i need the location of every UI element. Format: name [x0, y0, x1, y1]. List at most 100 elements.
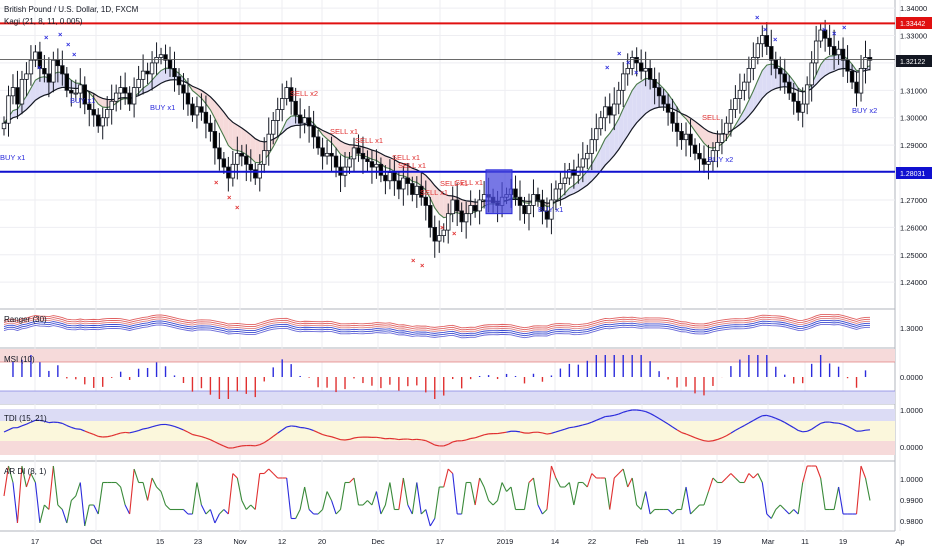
candle-body	[293, 100, 298, 116]
tdi-line-segment	[528, 431, 534, 434]
ardi-line-segment	[39, 504, 45, 524]
ribbon-segment	[241, 127, 247, 155]
ribbon-segment	[345, 143, 350, 158]
tdi-line-segment	[627, 409, 633, 412]
ardi-line-segment	[335, 509, 341, 515]
ardi-line-segment	[142, 482, 149, 501]
ardi-line-segment	[380, 504, 386, 515]
ribbon-segment	[205, 93, 211, 110]
ardi-line-segment	[165, 504, 171, 510]
candle-body	[652, 78, 657, 88]
y-tick-label: 1.29000	[900, 141, 927, 150]
ardi-line-segment	[550, 465, 557, 479]
candle-body	[804, 84, 810, 105]
tdi-line-segment	[214, 441, 220, 445]
ardi-line-segment	[93, 504, 99, 515]
tdi-line-segment	[779, 419, 786, 423]
tdi-line-segment	[196, 434, 202, 438]
candle-body	[401, 177, 406, 190]
candle-body	[320, 147, 325, 157]
ribbon-segment	[214, 101, 220, 128]
ardi-line-segment	[371, 491, 377, 506]
ardi-line-segment	[770, 509, 777, 519]
candle-body	[356, 147, 361, 154]
tdi-line-segment	[735, 427, 741, 431]
candle-body	[275, 109, 280, 121]
candle-body	[315, 136, 321, 149]
ribbon-segment	[416, 169, 422, 186]
tdi-line-segment	[272, 432, 279, 437]
tdi-line-segment	[497, 432, 503, 435]
ribbon-segment	[627, 90, 633, 136]
candle-body	[329, 152, 334, 157]
x-tick-label: Feb	[636, 537, 649, 546]
tdi-line-segment	[645, 410, 651, 415]
msi-axis-label: 0.0000	[900, 373, 923, 382]
x-marker: ×	[58, 30, 63, 39]
candle-body	[522, 205, 527, 215]
tdi-line-segment	[582, 423, 588, 426]
ranger-axis-label: 1.3000	[900, 324, 923, 333]
ardi-pane-label: AR DI (8, 1)	[4, 467, 47, 476]
candle-body	[158, 54, 164, 58]
candle-body	[544, 210, 550, 220]
ardi-line-segment	[636, 504, 642, 510]
ribbon-segment	[196, 88, 202, 99]
ardi-line-segment	[7, 465, 14, 483]
tdi-line-segment	[470, 437, 476, 440]
ardi-line-segment	[236, 477, 243, 501]
tdi-line-segment	[551, 431, 557, 434]
ribbon-segment	[26, 88, 31, 110]
candle-body	[208, 122, 213, 132]
x-marker: ×	[842, 23, 847, 32]
tdi-line-segment	[757, 415, 763, 419]
tdi-line-segment	[138, 428, 144, 432]
x-marker: ×	[227, 193, 232, 202]
candle-body	[266, 133, 271, 152]
ribbon-segment	[434, 185, 440, 215]
ribbon-segment	[367, 148, 372, 160]
buy-signal-label: BUY x2	[708, 155, 733, 164]
candle-body	[647, 68, 653, 80]
indicator-panes	[0, 314, 895, 527]
ardi-line-segment	[721, 477, 727, 483]
ribbon-segment	[340, 141, 346, 158]
candle-body	[715, 142, 720, 152]
ribbon-segment	[439, 190, 444, 218]
x-tick-label: 17	[31, 537, 39, 546]
x-tick-label: 22	[588, 537, 596, 546]
tdi-line-segment	[703, 440, 709, 442]
candle-body	[634, 57, 639, 64]
candle-body	[140, 70, 146, 80]
ardi-line-segment	[479, 477, 485, 488]
candle-body	[724, 122, 729, 135]
ribbon-segment	[753, 80, 758, 111]
ardi-line-segment	[613, 473, 620, 479]
candle-body	[594, 128, 599, 141]
candle-body	[113, 92, 119, 102]
candle-body	[854, 81, 859, 94]
candle-body	[262, 150, 267, 165]
candle-body	[858, 68, 864, 94]
candle-body	[64, 73, 70, 91]
ardi-axis-label: 0.9900	[900, 496, 923, 505]
candle-body	[69, 89, 74, 94]
ardi-line-segment	[402, 477, 409, 506]
ardi-line-segment	[129, 468, 135, 515]
tdi-line-segment	[829, 421, 835, 424]
ardi-line-segment	[308, 509, 314, 515]
candle-body	[782, 73, 787, 83]
candle-body	[109, 100, 114, 110]
tdi-line-segment	[434, 444, 440, 447]
ardi-line-segment	[43, 504, 50, 510]
tdi-line-segment	[232, 446, 238, 449]
candle-body	[105, 109, 110, 119]
ribbon-segment	[430, 180, 435, 208]
tdi-line-segment	[851, 428, 857, 432]
candle-body	[697, 152, 702, 160]
tdi-line-segment	[546, 432, 552, 435]
tdi-line-segment	[3, 429, 9, 433]
sell-signal-label: SELL x1	[355, 136, 383, 145]
candle-body	[701, 158, 707, 165]
